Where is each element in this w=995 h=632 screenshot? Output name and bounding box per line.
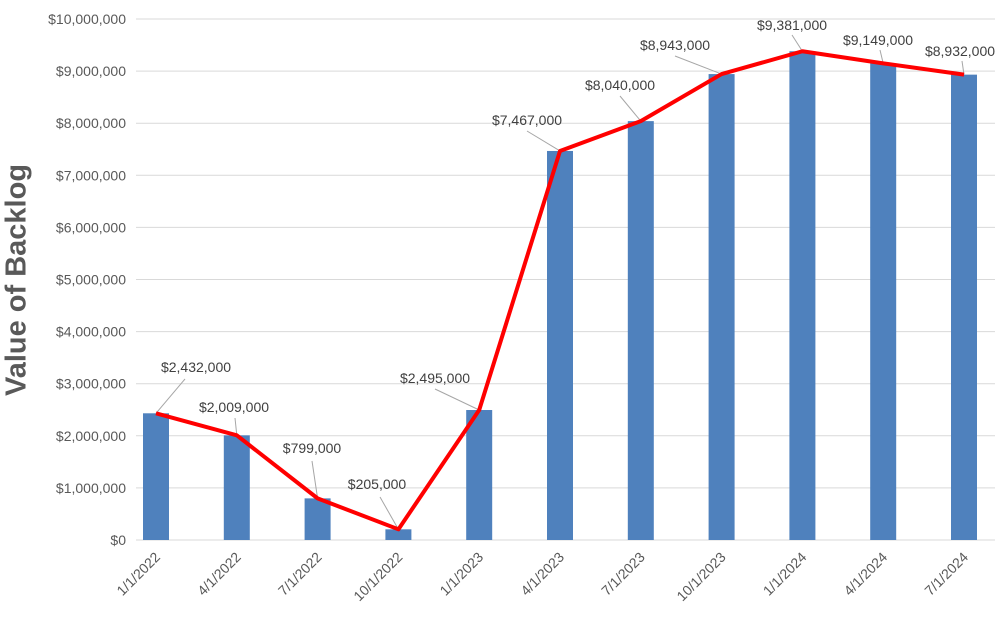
- trend-line: [155, 49, 965, 532]
- bar: [385, 529, 412, 540]
- x-tick-label: 1/1/2022: [113, 549, 163, 599]
- data-label: $799,000: [283, 440, 342, 456]
- bar: [951, 74, 977, 541]
- bar: [304, 498, 331, 540]
- y-axis-title: Value of Backlog: [0, 163, 33, 397]
- y-tick-label: $9,000,000: [56, 63, 126, 79]
- x-tick-label: 7/1/2022: [275, 549, 325, 599]
- bar: [466, 410, 493, 540]
- data-label: $205,000: [348, 476, 407, 492]
- data-label-leader-line: [379, 496, 399, 530]
- data-label-leader-line: [311, 460, 319, 499]
- x-tick-label: 1/1/2023: [436, 549, 486, 599]
- x-tick-label: 4/1/2024: [840, 549, 890, 599]
- bar: [789, 51, 816, 540]
- data-label-leader-line: [234, 417, 238, 436]
- data-label: $8,040,000: [585, 77, 655, 93]
- y-tick-label: $2,000,000: [56, 428, 126, 444]
- x-tick-label: 4/1/2022: [194, 549, 244, 599]
- x-tick-label: 10/1/2023: [673, 549, 729, 605]
- bar: [223, 435, 250, 540]
- data-label-leader-line: [434, 388, 480, 411]
- data-label-leader-line: [879, 49, 884, 64]
- data-label-leader-line: [155, 378, 186, 414]
- data-label-leader-line: [619, 95, 642, 122]
- y-tick-label: $4,000,000: [56, 324, 126, 340]
- y-tick-label: $5,000,000: [56, 272, 126, 288]
- data-label-leader-line: [674, 55, 722, 75]
- y-tick-label: $1,000,000: [56, 480, 126, 496]
- x-tick-label: 10/1/2022: [350, 549, 406, 605]
- y-tick-label: $3,000,000: [56, 376, 126, 392]
- y-tick-label: $10,000,000: [48, 11, 126, 27]
- y-tick-label: $8,000,000: [56, 115, 126, 131]
- y-tick-label: $7,000,000: [56, 167, 126, 183]
- bar: [547, 150, 573, 540]
- data-label: $7,467,000: [492, 112, 562, 128]
- bar: [627, 121, 654, 540]
- data-label-leader-line: [526, 130, 561, 152]
- x-tick-label: 7/1/2023: [598, 549, 648, 599]
- data-label: $9,381,000: [757, 17, 827, 33]
- bar: [143, 413, 169, 540]
- data-label: $8,932,000: [925, 43, 995, 59]
- y-tick-label: $0: [110, 532, 126, 548]
- bar: [708, 74, 735, 540]
- x-tick-label: 1/1/2024: [760, 549, 810, 599]
- x-tick-label: 4/1/2023: [517, 549, 567, 599]
- data-label-leader-line: [791, 34, 803, 52]
- data-label: $8,943,000: [640, 37, 710, 53]
- bar: [870, 63, 897, 541]
- data-label: $2,009,000: [199, 399, 269, 415]
- y-tick-label: $6,000,000: [56, 219, 126, 235]
- data-label: $9,149,000: [843, 32, 913, 48]
- data-label: $2,495,000: [400, 370, 470, 386]
- x-tick-label: 7/1/2024: [921, 549, 971, 599]
- data-label: $2,432,000: [161, 359, 231, 375]
- data-label-leader-line: [961, 60, 965, 75]
